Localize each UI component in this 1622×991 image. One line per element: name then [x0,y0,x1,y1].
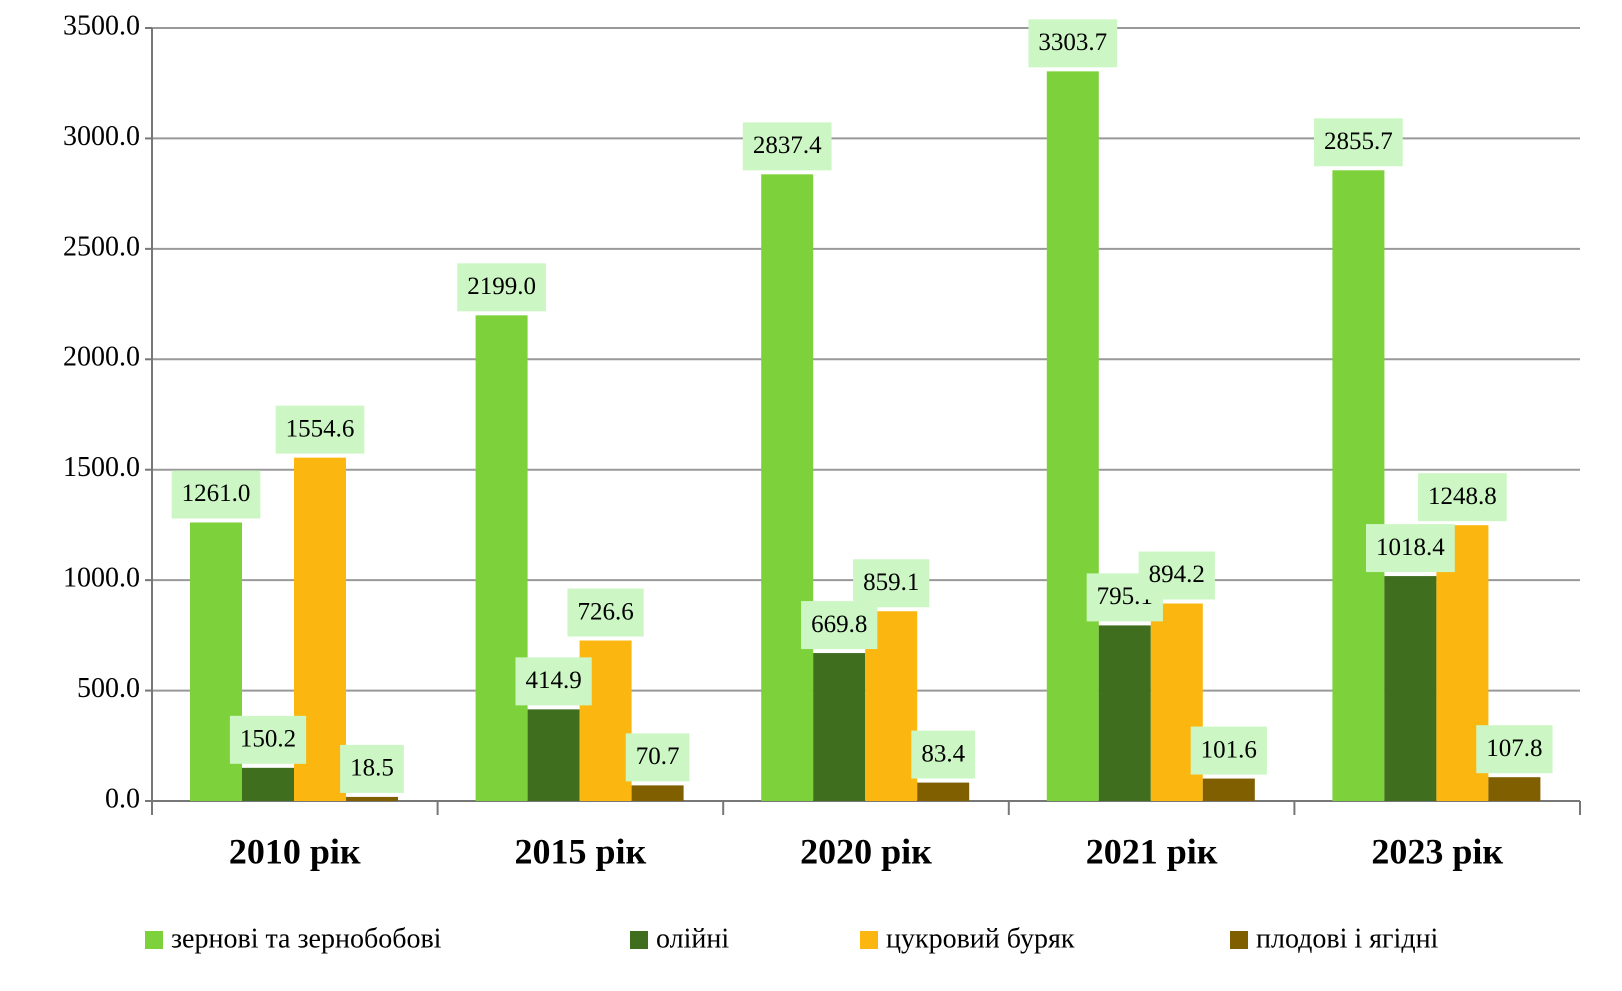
x-tick-label: 2021 рік [1086,831,1218,871]
value-label: 101.6 [1190,726,1267,775]
bar [1202,778,1255,801]
value-label-box [1190,726,1267,775]
value-label: 894.2 [1138,551,1215,600]
legend-swatch [145,931,163,949]
bar [631,785,684,801]
bar [761,174,814,801]
value-label-text: 1018.4 [1376,534,1445,561]
value-label: 3303.7 [1028,19,1118,68]
y-tick-label: 1000.0 [63,563,140,594]
value-label-box [911,730,976,779]
value-label-box [1314,118,1403,167]
value-label: 859.1 [853,559,930,608]
value-label: 414.9 [515,657,592,706]
y-tick-label: 0.0 [105,783,140,814]
value-label-box [1028,19,1118,68]
y-tick-label: 3000.0 [63,121,140,152]
bar [527,709,580,801]
bar [917,782,970,801]
value-label-text: 2855.7 [1324,128,1393,155]
value-label-text: 1554.6 [286,415,355,442]
value-label-text: 859.1 [863,569,919,596]
value-label-text: 101.6 [1201,736,1257,763]
value-label-text: 3303.7 [1038,29,1107,56]
value-label-box [1138,551,1215,600]
legend-label: зернові та зернобобові [171,923,442,954]
x-tick-label: 2010 рік [229,831,361,871]
value-label-text: 18.5 [350,755,394,782]
value-label-text: 70.7 [636,743,680,770]
y-tick-label: 2500.0 [63,231,140,262]
value-label-box [801,601,878,650]
value-label-text: 1248.8 [1428,483,1497,510]
legend-swatch [630,931,648,949]
value-label: 2837.4 [742,122,832,171]
value-label-box [275,405,365,454]
value-label: 726.6 [567,588,644,637]
value-label: 107.8 [1476,725,1553,774]
value-label-text: 726.6 [577,598,633,625]
legend-swatch [1230,931,1248,949]
value-label-text: 2199.0 [467,273,536,300]
bar [1384,576,1437,801]
value-label-text: 83.4 [921,740,965,767]
value-label: 1248.8 [1418,473,1507,522]
bar [1332,170,1385,801]
bar [1098,625,1151,801]
y-tick-label: 3500.0 [63,10,140,41]
legend-label: плодові і ягідні [1256,923,1439,954]
bar [346,796,398,801]
legend-label: олійні [656,923,729,954]
value-label-text: 2837.4 [753,132,822,159]
value-label: 150.2 [229,715,307,764]
value-label: 83.4 [911,730,976,779]
value-label: 1018.4 [1366,524,1455,573]
value-label-text: 150.2 [240,726,296,753]
bar [1046,71,1099,802]
x-tick-label: 2015 рік [515,831,647,871]
y-tick-label: 1500.0 [63,452,140,483]
value-label: 1261.0 [171,470,261,519]
value-label-box [229,715,307,764]
value-label-text: 894.2 [1149,561,1205,588]
value-label-box [742,122,832,171]
value-label-text: 669.8 [811,611,867,638]
value-label: 1554.6 [275,405,365,454]
value-label-box [1476,725,1553,774]
value-label-text: 107.8 [1486,735,1542,762]
value-label-box [340,744,404,793]
value-label-box [457,263,546,312]
bar [813,653,866,801]
x-tick-label: 2023 рік [1371,831,1503,871]
bar [242,767,294,801]
bar [1488,777,1541,801]
value-label-box [1366,524,1455,573]
y-tick-label: 500.0 [77,673,140,704]
value-label-box [853,559,930,608]
value-label: 70.7 [625,733,690,782]
value-label: 669.8 [801,601,878,650]
value-label: 18.5 [340,744,404,793]
value-label: 2199.0 [457,263,546,312]
value-label-text: 1261.0 [182,480,251,507]
value-label-box [567,588,644,637]
value-label-box [171,470,261,519]
value-label-text: 414.9 [525,667,581,694]
value-label-box [625,733,690,782]
legend-swatch [860,931,878,949]
x-tick-label: 2020 рік [800,831,932,871]
legend-label: цукровий буряк [886,923,1075,954]
bar [475,315,528,801]
value-label: 2855.7 [1314,118,1403,167]
value-label-box [1418,473,1507,522]
y-tick-label: 2000.0 [63,342,140,373]
value-label-box [515,657,592,706]
